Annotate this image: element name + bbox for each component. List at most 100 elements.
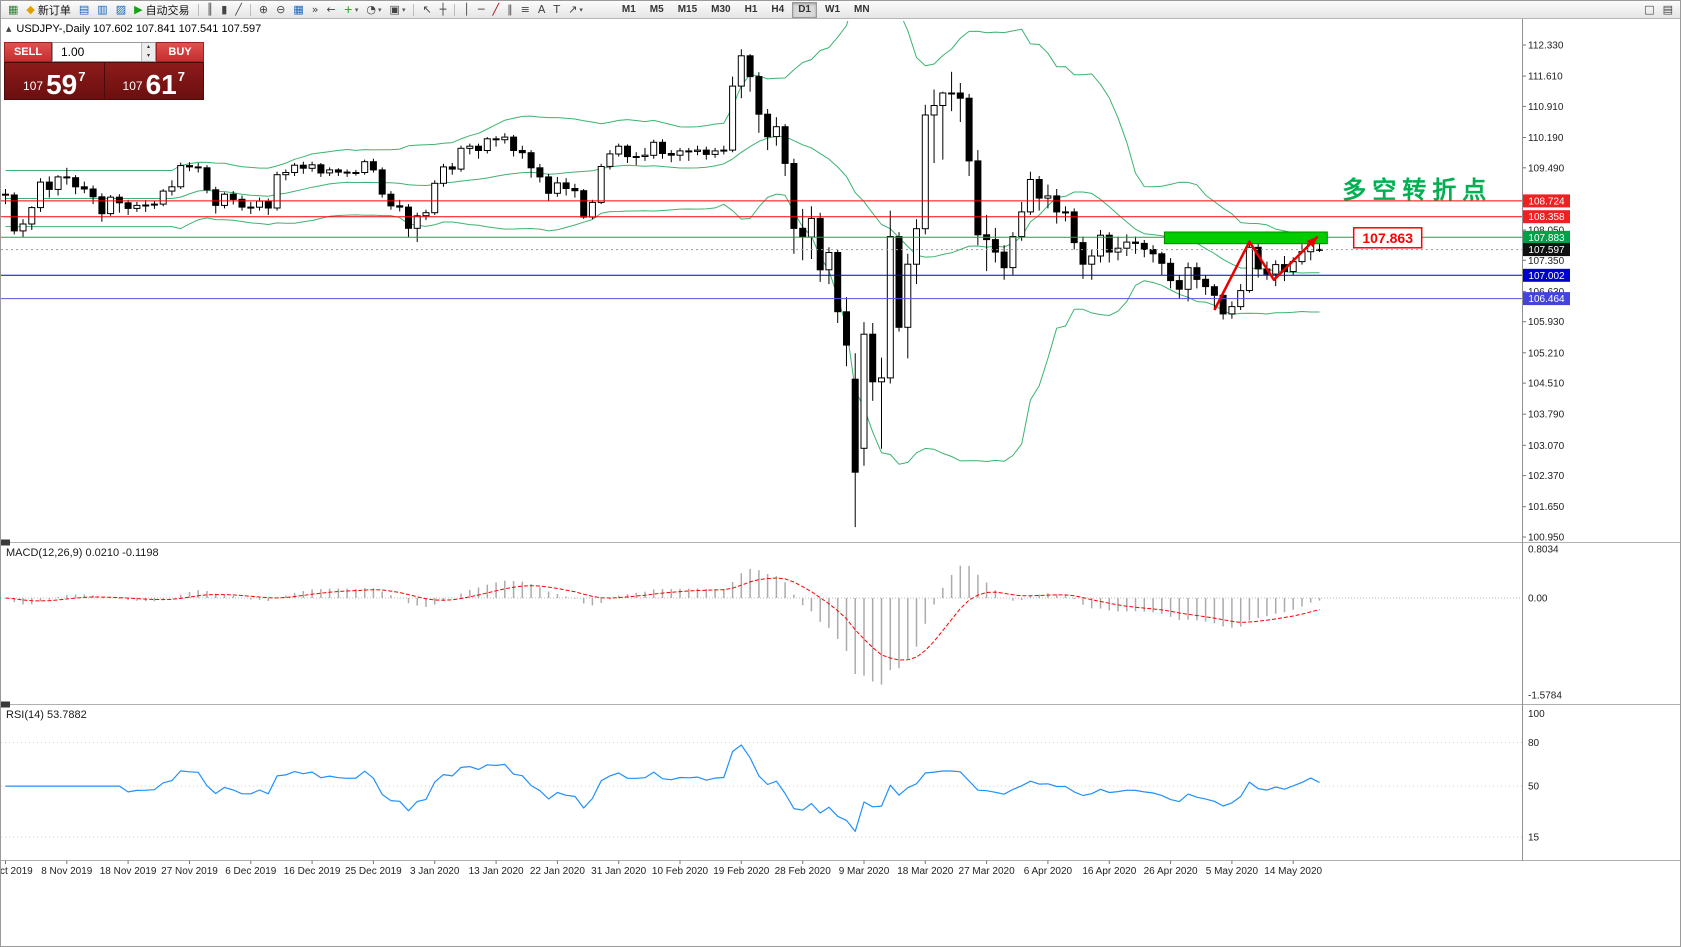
- svg-text:31 Jan 2020: 31 Jan 2020: [591, 866, 646, 877]
- timeframe-M15[interactable]: M15: [677, 4, 698, 15]
- svg-text:101.650: 101.650: [1528, 502, 1565, 513]
- fibonacci-icon[interactable]: ≡: [518, 2, 533, 18]
- timeframe-MN[interactable]: MN: [854, 4, 870, 15]
- svg-text:107.597: 107.597: [1528, 245, 1565, 256]
- volume-decrease-button[interactable]: ▾: [142, 52, 155, 61]
- volume-input[interactable]: 1.00 ▴ ▾: [52, 42, 156, 62]
- svg-text:102.370: 102.370: [1528, 471, 1565, 482]
- timeframe-H1[interactable]: H1: [744, 4, 758, 15]
- timeframe-M30[interactable]: M30: [711, 4, 731, 15]
- timeframe-H4[interactable]: H4: [771, 4, 785, 15]
- buy-price[interactable]: 107 61 7: [105, 63, 204, 99]
- volume-value: 1.00: [61, 45, 85, 59]
- zoom-in-icon[interactable]: ⊕: [256, 2, 271, 18]
- svg-text:80: 80: [1528, 738, 1540, 749]
- chart-shift-icon[interactable]: ←: [323, 2, 338, 18]
- svg-text:26 Apr 2020: 26 Apr 2020: [1144, 866, 1198, 877]
- indicators-button-caret-icon: ▾: [354, 5, 359, 14]
- terminal-icon: ▨: [115, 3, 127, 16]
- terminal-icon[interactable]: ▨: [113, 2, 129, 18]
- svg-text:30 Oct 2019: 30 Oct 2019: [1, 866, 33, 877]
- vertical-line-icon[interactable]: │: [460, 2, 473, 18]
- macd-indicator-label: MACD(12,26,9) 0.0210 -0.1198: [6, 547, 159, 559]
- symbol-ohlc-text: USDJPY-,Daily 107.602 107.841 107.541 10…: [16, 23, 262, 35]
- toolbar-separator: [249, 3, 251, 16]
- periods-button[interactable]: ◔ ▾: [363, 2, 384, 18]
- svg-text:6 Dec 2019: 6 Dec 2019: [225, 866, 277, 877]
- symbol-info-toggle-icon[interactable]: ▲: [6, 25, 12, 33]
- svg-text:0.00: 0.00: [1528, 594, 1548, 605]
- new-order-button[interactable]: ◆ 新订单: [23, 2, 73, 18]
- svg-text:110.910: 110.910: [1528, 102, 1564, 113]
- buy-price-big: 61: [145, 69, 177, 100]
- label-icon[interactable]: T: [550, 2, 563, 18]
- horizontal-line-icon: ─: [477, 3, 485, 16]
- periods-button-caret-icon: ▾: [378, 5, 382, 14]
- new-window-icon[interactable]: □: [1641, 2, 1657, 18]
- line-chart-mode-icon[interactable]: ╱: [232, 2, 245, 18]
- svg-text:10 Feb 2020: 10 Feb 2020: [652, 866, 709, 877]
- channel-icon[interactable]: ∥: [504, 2, 516, 18]
- candlestick-mode-icon[interactable]: ▮: [218, 2, 230, 18]
- arrows-button[interactable]: ↗ ▾: [565, 2, 586, 18]
- sell-price-sup: 7: [78, 69, 86, 84]
- timeframe-M1[interactable]: M1: [621, 4, 636, 15]
- templates-button: ▣: [389, 3, 400, 16]
- svg-text:16 Apr 2020: 16 Apr 2020: [1082, 866, 1136, 877]
- svg-text:18 Nov 2019: 18 Nov 2019: [100, 866, 157, 877]
- timeframe-W1[interactable]: W1: [825, 4, 840, 15]
- periods-button: ◔: [366, 3, 377, 16]
- symbol-info: ▲ USDJPY-,Daily 107.602 107.841 107.541 …: [6, 23, 261, 35]
- bar-chart-mode-icon: ║: [206, 3, 214, 16]
- sell-price[interactable]: 107 59 7: [5, 63, 104, 99]
- timeframe-D1[interactable]: D1: [792, 1, 817, 18]
- trendline-icon[interactable]: ╱: [490, 2, 503, 18]
- bar-chart-mode-icon[interactable]: ║: [204, 2, 217, 18]
- line-chart-mode-icon: ╱: [235, 3, 242, 16]
- market-watch-icon[interactable]: ▤: [76, 2, 92, 18]
- sell-price-big: 59: [46, 69, 78, 100]
- svg-text:16 Dec 2019: 16 Dec 2019: [284, 866, 341, 877]
- new-order-button-label: 新订单: [37, 4, 71, 17]
- vertical-line-icon: │: [463, 3, 470, 16]
- zoom-out-icon: ⊖: [276, 3, 286, 16]
- sell-button[interactable]: SELL: [4, 42, 52, 62]
- svg-text:14 May 2020: 14 May 2020: [1264, 866, 1322, 877]
- timeframe-M5[interactable]: M5: [649, 4, 664, 15]
- horizontal-line-icon[interactable]: ─: [475, 2, 488, 18]
- svg-text:104.510: 104.510: [1528, 379, 1565, 390]
- cursor-icon[interactable]: ↖: [419, 2, 434, 18]
- data-window-icon[interactable]: ▥: [94, 2, 110, 18]
- svg-text:19 Feb 2020: 19 Feb 2020: [713, 866, 770, 877]
- zoom-out-icon[interactable]: ⊖: [273, 2, 288, 18]
- crosshair-icon[interactable]: ┼: [437, 2, 450, 18]
- buy-button[interactable]: BUY: [156, 42, 204, 62]
- svg-text:107.863: 107.863: [1362, 230, 1413, 246]
- market-watch-icon: ▤: [78, 3, 90, 16]
- svg-text:103.070: 103.070: [1528, 441, 1565, 452]
- toolbar: ▦ ◆ 新订单 ▤ ▥ ▨ ▶ 自动交易 ║ ▮ ╱ ⊕ ⊖ ▦» ← + ▾ ◔ ▾ ▣ ▾ ↖ ┼ │ ─ ╱ ∥ ≡ A T ↗ ▾ M1…: [1, 1, 1680, 19]
- indicators-button[interactable]: + ▾: [341, 2, 362, 18]
- svg-text:100: 100: [1528, 709, 1545, 720]
- svg-text:108.724: 108.724: [1528, 196, 1565, 207]
- auto-scroll-icon[interactable]: »: [309, 2, 322, 18]
- chart-properties-icon[interactable]: ▤: [1660, 2, 1676, 18]
- new-window-icon: □: [1644, 3, 1655, 16]
- svg-text:112.330: 112.330: [1528, 41, 1564, 52]
- volume-spinner: ▴ ▾: [141, 43, 155, 61]
- volume-increase-button[interactable]: ▴: [142, 43, 155, 52]
- svg-text:105.930: 105.930: [1528, 317, 1565, 328]
- svg-text:22 Jan 2020: 22 Jan 2020: [530, 866, 585, 877]
- templates-button[interactable]: ▣ ▾: [387, 2, 409, 18]
- svg-text:109.490: 109.490: [1528, 163, 1565, 174]
- auto-trading-button-label: 自动交易: [145, 4, 190, 17]
- new-chart-icon[interactable]: ▦: [5, 2, 21, 18]
- tile-windows-icon[interactable]: ▦: [290, 2, 306, 18]
- text-icon[interactable]: A: [535, 2, 549, 18]
- rsi-indicator-label: RSI(14) 53.7882: [6, 709, 87, 721]
- zoom-in-icon: ⊕: [258, 3, 269, 16]
- auto-trading-button[interactable]: ▶ 自动交易: [131, 2, 192, 18]
- auto-scroll-icon: »: [311, 3, 319, 16]
